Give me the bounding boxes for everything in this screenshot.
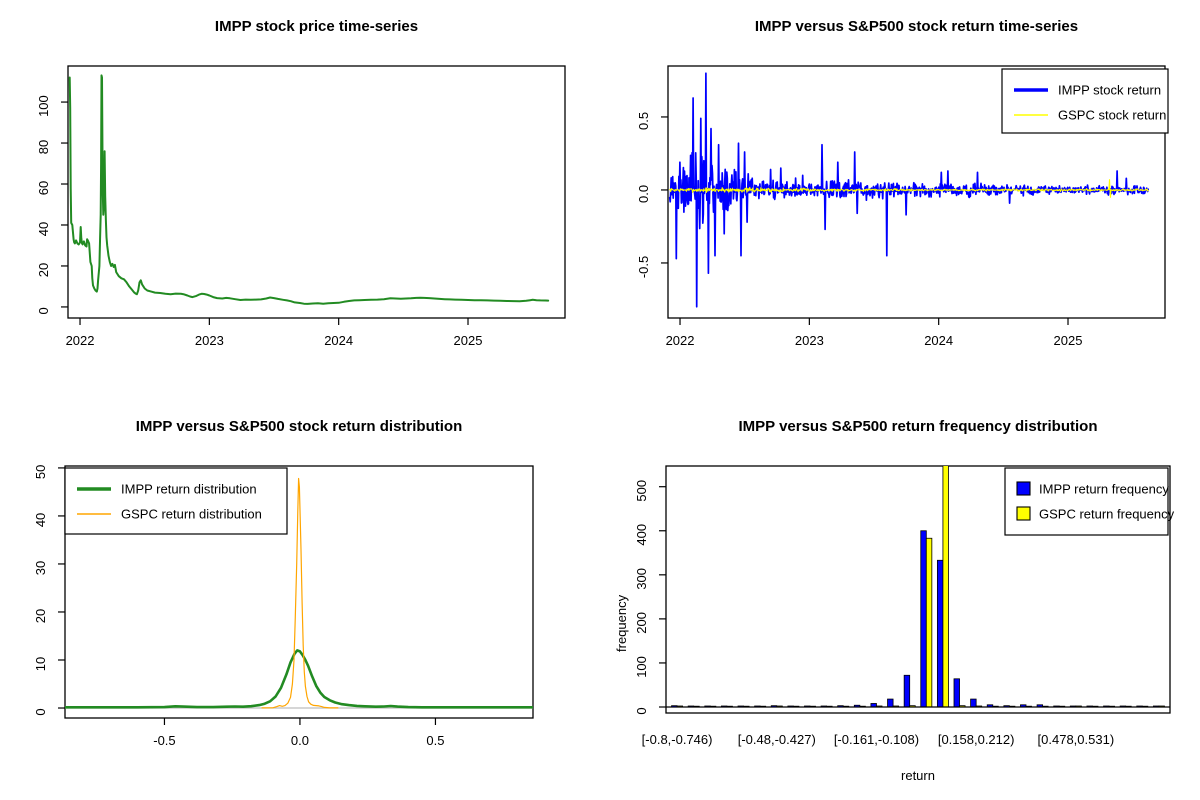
plot-area xyxy=(68,74,550,305)
y-tick-label: 100 xyxy=(634,656,649,678)
return-distribution-title: IMPP versus S&P500 stock return distribu… xyxy=(135,418,463,435)
x-tick-label: 0.0 xyxy=(291,733,309,748)
plot-frame xyxy=(667,65,1166,319)
bar-impp xyxy=(970,698,977,708)
x-tick-label: 2025 xyxy=(1054,333,1083,348)
bar-gspc xyxy=(925,537,933,708)
series-line xyxy=(68,74,550,305)
series-line xyxy=(669,179,1149,198)
x-tick-label: 2023 xyxy=(195,333,224,348)
bin-label: [0.158,0.212) xyxy=(938,732,1015,747)
y-tick-label: 0 xyxy=(634,707,649,714)
y-tick-label: 0.5 xyxy=(636,112,651,130)
y-tick-label: 300 xyxy=(634,568,649,590)
y-tick-label: -0.5 xyxy=(636,256,651,278)
return-distribution-line-chart: 0 10 20 30 40 50 -0.5 0.0 0.5 IMPP return distrib… xyxy=(33,465,534,748)
legend-square-sample xyxy=(1016,506,1031,521)
x-tick-label: 2025 xyxy=(454,333,483,348)
series-line xyxy=(261,477,339,709)
y-tick-label: 100 xyxy=(36,95,51,117)
bar-impp xyxy=(887,698,894,708)
y-tick-label: 20 xyxy=(33,609,48,623)
legend-label: IMPP return frequency xyxy=(1039,482,1169,497)
bar-impp xyxy=(953,678,960,708)
y-tick-label: 50 xyxy=(33,465,48,479)
legend-label: GSPC return frequency xyxy=(1039,507,1175,522)
legend-square-sample xyxy=(1016,481,1031,496)
plot-area xyxy=(668,72,1150,308)
x-tick-label: -0.5 xyxy=(153,733,175,748)
plot-frame xyxy=(67,65,566,319)
return-x-axis-label: return xyxy=(901,768,935,783)
y-tick-label: 0 xyxy=(36,307,51,314)
y-tick-label: 30 xyxy=(33,561,48,575)
return-frequency-bar-chart: 0 100 200 300 400 500 [-0.8,-0.746) [-0.48,-0.4… xyxy=(634,465,1175,747)
panel-return-timeseries-chart: IMPP versus S&P500 stock return time-ser… xyxy=(600,0,1200,400)
legend-box xyxy=(1001,68,1169,134)
bin-label: [-0.161,-0.108) xyxy=(834,732,919,747)
price-line-chart: 0 20 40 60 80 100 2022 2023 2024 2025 xyxy=(36,65,566,348)
bin-label: [0.478,0.531) xyxy=(1038,732,1115,747)
y-tick-label: 0 xyxy=(33,708,48,715)
x-tick-label: 2023 xyxy=(795,333,824,348)
x-tick-label: 2024 xyxy=(924,333,953,348)
y-tick-label: 10 xyxy=(33,657,48,671)
panel-return-distribution-chart: IMPP versus S&P500 stock return distribu… xyxy=(0,400,600,800)
x-tick-label: 2024 xyxy=(324,333,353,348)
bar-impp xyxy=(920,530,927,708)
series-line xyxy=(65,649,533,709)
y-tick-label: 20 xyxy=(36,263,51,277)
price-chart-title: IMPP stock price time-series xyxy=(214,18,419,35)
panel-price-chart: IMPP stock price time-series 0 20 40 60 80 10… xyxy=(0,0,600,400)
plot-frame xyxy=(665,465,1171,714)
x-tick-label: 2022 xyxy=(666,333,695,348)
y-tick-label: 0.0 xyxy=(636,185,651,203)
y-tick-label: 400 xyxy=(634,524,649,546)
y-tick-label: 200 xyxy=(634,612,649,634)
return-timeseries-title: IMPP versus S&P500 stock return time-ser… xyxy=(754,18,1079,35)
y-tick-label: 60 xyxy=(36,181,51,195)
bar-gspc xyxy=(942,466,949,708)
legend-label: GSPC stock return xyxy=(1058,108,1166,123)
bin-label: [-0.8,-0.746) xyxy=(642,732,713,747)
legend-label: IMPP stock return xyxy=(1058,83,1161,98)
x-tick-label: 0.5 xyxy=(426,733,444,748)
plot-area xyxy=(65,477,533,709)
y-tick-label: 40 xyxy=(36,222,51,236)
bar-impp xyxy=(903,674,911,708)
bin-label: [-0.48,-0.427) xyxy=(738,732,816,747)
return-frequency-title: IMPP versus S&P500 return frequency dist… xyxy=(738,418,1098,435)
x-tick-label: 2022 xyxy=(66,333,95,348)
plot-frame xyxy=(64,465,534,719)
legend-box xyxy=(1004,467,1169,536)
bar-impp xyxy=(936,559,944,708)
y-tick-label: 500 xyxy=(634,480,649,502)
legend-box xyxy=(64,467,288,535)
return-timeseries-line-chart: -0.5 0.0 0.5 2022 2023 2024 2025 IMPP stock ret… xyxy=(636,65,1169,348)
legend-label: GSPC return distribution xyxy=(121,507,262,522)
y-tick-label: 40 xyxy=(33,513,48,527)
legend-label: IMPP return distribution xyxy=(121,482,257,497)
y-tick-label: 80 xyxy=(36,140,51,154)
panel-return-frequency-chart: IMPP versus S&P500 return frequency dist… xyxy=(600,400,1200,800)
